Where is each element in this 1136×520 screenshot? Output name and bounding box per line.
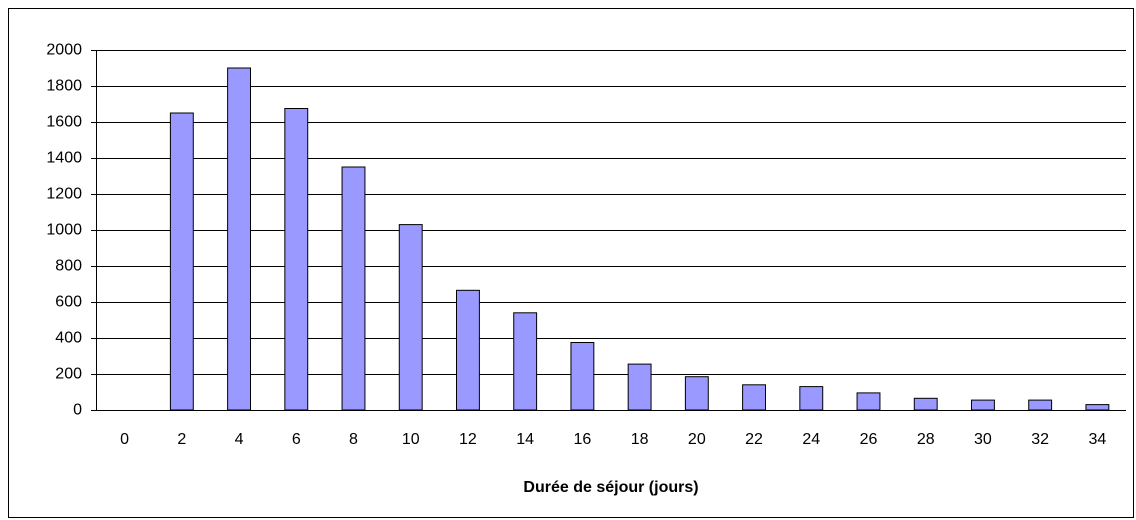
- bar: [856, 392, 881, 411]
- y-tick-label: 2000: [46, 42, 82, 59]
- x-tick-label: 28: [917, 431, 935, 448]
- x-tick-label: 8: [349, 431, 358, 448]
- x-tick-label: 6: [292, 431, 301, 448]
- y-tick-label: 400: [55, 330, 82, 347]
- x-tick-label: 18: [631, 431, 649, 448]
- x-tick-label: 20: [688, 431, 706, 448]
- bar: [341, 166, 366, 411]
- x-tick-label: 30: [974, 431, 992, 448]
- bar: [456, 289, 480, 411]
- x-tick-label: 34: [1088, 431, 1106, 448]
- y-tick-label: 1600: [46, 114, 82, 131]
- bar: [1028, 399, 1053, 411]
- x-tick-label: 2: [177, 431, 186, 448]
- bar: [913, 397, 938, 411]
- y-tick-label: 1400: [46, 150, 82, 167]
- x-axis-title: Durée de séjour (jours): [523, 479, 698, 496]
- y-tick-label: 600: [55, 294, 82, 311]
- chart-frame: [8, 8, 1134, 518]
- x-tick-label: 16: [573, 431, 591, 448]
- bar: [1085, 404, 1110, 411]
- x-tick-label: 12: [459, 431, 477, 448]
- x-tick-label: 4: [235, 431, 244, 448]
- bar: [169, 112, 194, 411]
- bar: [627, 363, 652, 411]
- bar: [284, 108, 309, 411]
- bar: [227, 67, 252, 411]
- bar: [570, 342, 595, 411]
- x-tick-label: 14: [516, 431, 534, 448]
- y-tick-label: 1000: [46, 222, 82, 239]
- bar: [684, 376, 709, 411]
- x-tick-label: 0: [120, 431, 129, 448]
- x-tick-label: 22: [745, 431, 763, 448]
- y-tick-label: 200: [55, 366, 82, 383]
- x-tick-label: 10: [402, 431, 420, 448]
- bar: [513, 312, 538, 411]
- bar: [971, 399, 995, 411]
- y-tick-label: 0: [73, 402, 82, 419]
- x-tick-label: 24: [802, 431, 820, 448]
- bar: [742, 384, 766, 411]
- y-tick-label: 1200: [46, 186, 82, 203]
- bar: [398, 224, 423, 411]
- y-tick-label: 1800: [46, 78, 82, 95]
- x-tick-label: 32: [1031, 431, 1049, 448]
- x-tick-label: 26: [860, 431, 878, 448]
- y-tick-label: 800: [55, 258, 82, 275]
- bar: [799, 386, 824, 411]
